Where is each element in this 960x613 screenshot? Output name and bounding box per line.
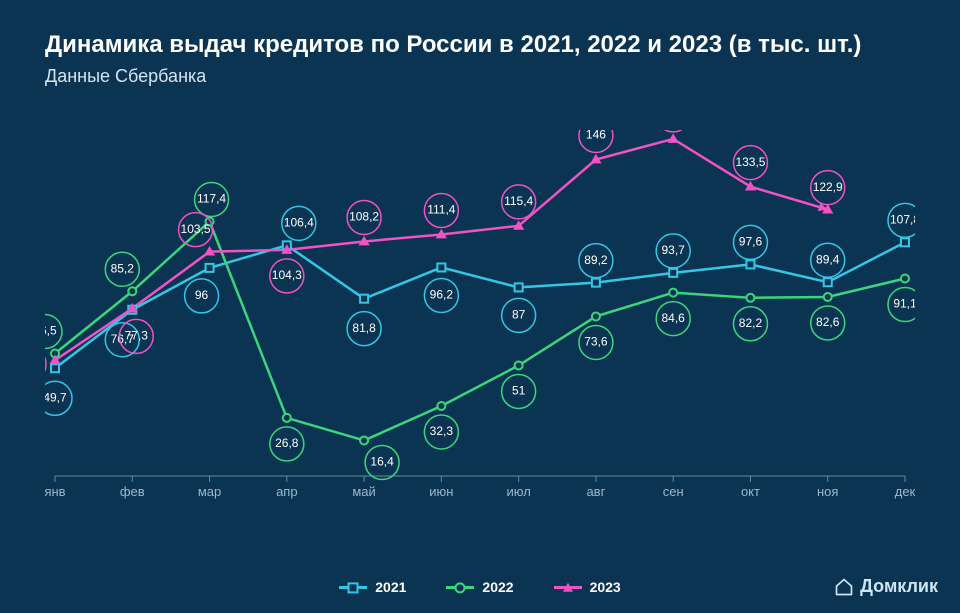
svg-text:106,4: 106,4 (284, 216, 314, 230)
svg-text:87: 87 (512, 308, 526, 322)
chart-title: Динамика выдач кредитов по России в 2021… (0, 0, 960, 60)
svg-text:133,5: 133,5 (735, 155, 765, 169)
svg-text:81,8: 81,8 (352, 321, 376, 335)
svg-text:122,9: 122,9 (813, 180, 843, 194)
svg-text:16,4: 16,4 (370, 455, 394, 469)
svg-text:97,6: 97,6 (739, 235, 763, 249)
legend-item-2021: 2021 (339, 579, 406, 595)
chart-subtitle: Данные Сбербанка (0, 60, 960, 87)
svg-text:77,3: 77,3 (125, 329, 149, 343)
svg-text:56,5: 56,5 (45, 324, 57, 338)
legend-label: 2023 (590, 579, 621, 595)
svg-text:51: 51 (512, 384, 526, 398)
svg-text:107,8: 107,8 (890, 212, 915, 226)
legend-swatch-2021 (339, 586, 367, 589)
svg-text:49,7: 49,7 (45, 390, 67, 404)
svg-text:117,4: 117,4 (197, 192, 226, 206)
legend-item-2022: 2022 (446, 579, 513, 595)
svg-text:85,2: 85,2 (111, 261, 135, 275)
legend-label: 2022 (482, 579, 513, 595)
svg-text:ноя: ноя (817, 484, 838, 499)
svg-text:146: 146 (586, 130, 606, 142)
svg-text:сен: сен (663, 484, 684, 499)
svg-text:32,3: 32,3 (430, 424, 454, 438)
svg-text:115,4: 115,4 (504, 194, 533, 208)
brand-logo: Домклик (834, 576, 938, 597)
svg-text:авг: авг (586, 484, 605, 499)
svg-text:мар: мар (198, 484, 221, 499)
svg-text:82,2: 82,2 (739, 316, 763, 330)
svg-text:82,6: 82,6 (816, 315, 840, 329)
svg-text:89,4: 89,4 (816, 252, 840, 266)
svg-text:91,1: 91,1 (893, 297, 915, 311)
svg-text:96,2: 96,2 (430, 288, 454, 302)
legend-item-2023: 2023 (554, 579, 621, 595)
svg-text:26,8: 26,8 (275, 436, 299, 450)
legend-label: 2021 (375, 579, 406, 595)
brand-text: Домклик (860, 576, 938, 597)
svg-text:янв: янв (45, 484, 66, 499)
line-chart: янв фев мар апр май июн июл авг сен окт ноя дек 49,7… (45, 130, 915, 510)
svg-text:96: 96 (195, 288, 209, 302)
svg-text:фев: фев (120, 484, 145, 499)
svg-text:дек: дек (895, 484, 915, 499)
svg-text:73,6: 73,6 (584, 335, 608, 349)
svg-text:103,5: 103,5 (181, 222, 211, 236)
legend-swatch-2022 (446, 586, 474, 589)
svg-text:окт: окт (741, 484, 760, 499)
legend-swatch-2023 (554, 586, 582, 589)
svg-text:апр: апр (276, 484, 298, 499)
svg-text:июн: июн (429, 484, 453, 499)
house-icon (834, 577, 854, 597)
svg-text:108,2: 108,2 (349, 210, 379, 224)
svg-text:84,6: 84,6 (662, 311, 686, 325)
svg-text:93,7: 93,7 (662, 243, 686, 257)
svg-text:111,4: 111,4 (427, 203, 456, 217)
svg-text:май: май (352, 484, 375, 499)
legend: 2021 2022 2023 (0, 579, 960, 595)
svg-text:июл: июл (506, 484, 530, 499)
svg-text:104,3: 104,3 (272, 268, 302, 282)
svg-text:89,2: 89,2 (584, 253, 608, 267)
